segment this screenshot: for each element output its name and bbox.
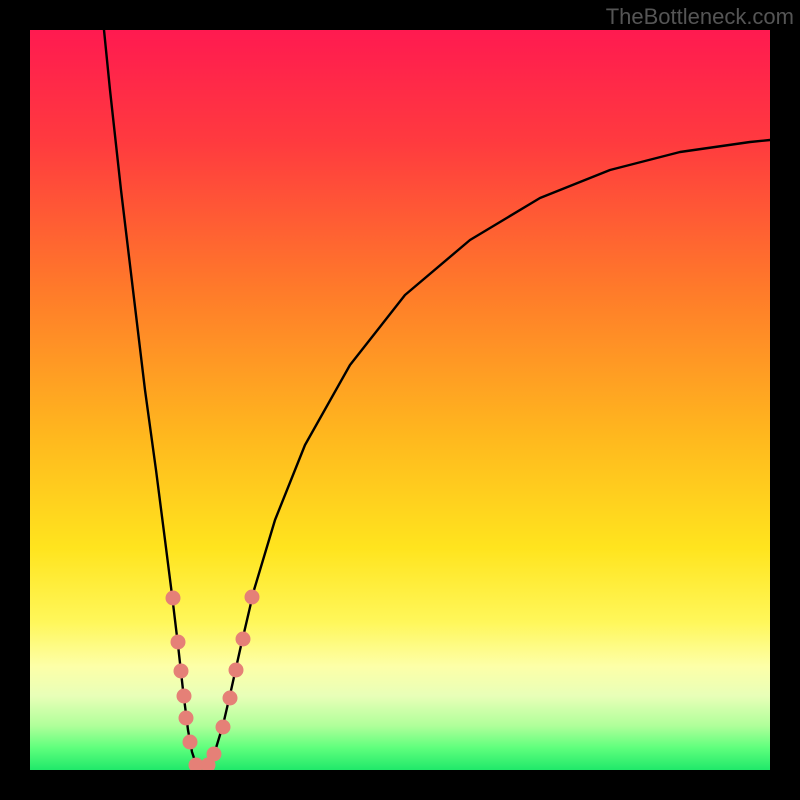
marker-point (179, 711, 193, 725)
marker-point (166, 591, 180, 605)
plot-area (30, 30, 770, 770)
marker-point (171, 635, 185, 649)
marker-point (245, 590, 259, 604)
chart-container: TheBottleneck.com (0, 0, 800, 800)
marker-point (236, 632, 250, 646)
marker-point (174, 664, 188, 678)
watermark-label: TheBottleneck.com (606, 4, 794, 30)
marker-point (177, 689, 191, 703)
marker-point (216, 720, 230, 734)
marker-point (223, 691, 237, 705)
marker-point (229, 663, 243, 677)
data-markers (30, 30, 770, 770)
marker-point (207, 747, 221, 761)
marker-point (183, 735, 197, 749)
